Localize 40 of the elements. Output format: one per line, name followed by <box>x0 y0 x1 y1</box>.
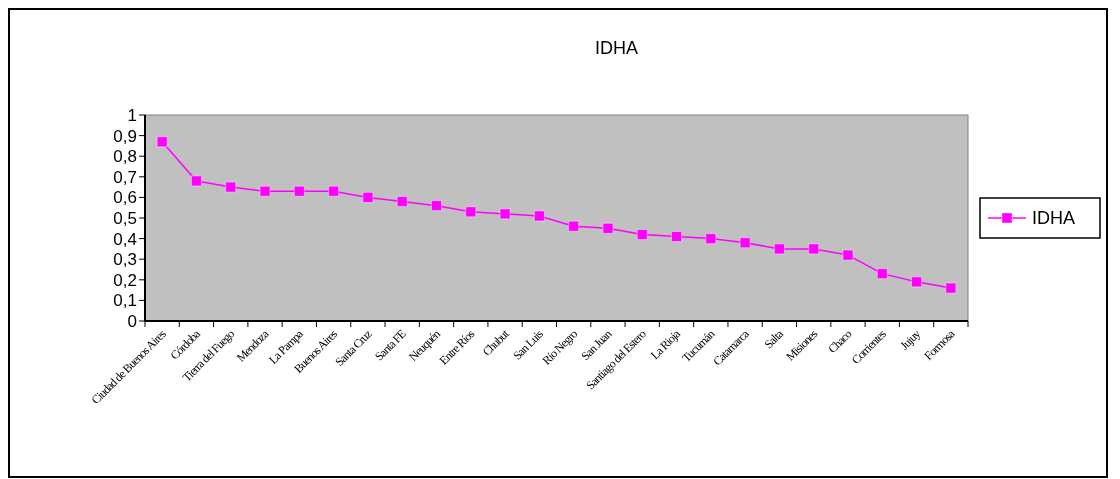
point <box>876 268 888 280</box>
point <box>293 185 305 197</box>
y-tick-label: 0,7 <box>113 167 137 187</box>
point <box>362 191 374 203</box>
point <box>739 237 751 249</box>
point <box>945 282 957 294</box>
point <box>225 181 237 193</box>
point <box>259 185 271 197</box>
y-tick-label: 0,6 <box>113 188 137 208</box>
y-tick-label: 0,4 <box>113 229 137 249</box>
point <box>911 276 923 288</box>
point <box>705 233 717 245</box>
y-tick-label: 0,2 <box>113 270 137 290</box>
point <box>465 206 477 218</box>
y-tick-label: 0,8 <box>113 147 137 167</box>
y-tick-label: 0,9 <box>113 126 137 146</box>
point <box>533 210 545 222</box>
y-tick-label: 0,3 <box>113 250 137 270</box>
point <box>602 222 614 234</box>
point <box>430 200 442 212</box>
point <box>636 228 648 240</box>
x-tick-label: Salta <box>761 326 787 352</box>
point <box>396 196 408 208</box>
legend-label: IDHA <box>1032 208 1076 229</box>
point <box>568 220 580 232</box>
point <box>499 208 511 220</box>
point <box>773 243 785 255</box>
x-tick-label: Jujuy <box>897 326 924 353</box>
point <box>671 231 683 243</box>
chart-title: IDHA <box>594 38 639 58</box>
point <box>328 185 340 197</box>
y-tick-label: 0,1 <box>113 291 137 311</box>
y-tick-label: 1 <box>127 105 137 125</box>
y-tick-label: 0 <box>127 311 137 331</box>
point <box>808 243 820 255</box>
y-tick-label: 0,5 <box>113 208 137 228</box>
point <box>842 249 854 261</box>
x-tick-label: Santa FE <box>372 326 409 364</box>
point <box>190 175 202 187</box>
point <box>156 136 168 148</box>
